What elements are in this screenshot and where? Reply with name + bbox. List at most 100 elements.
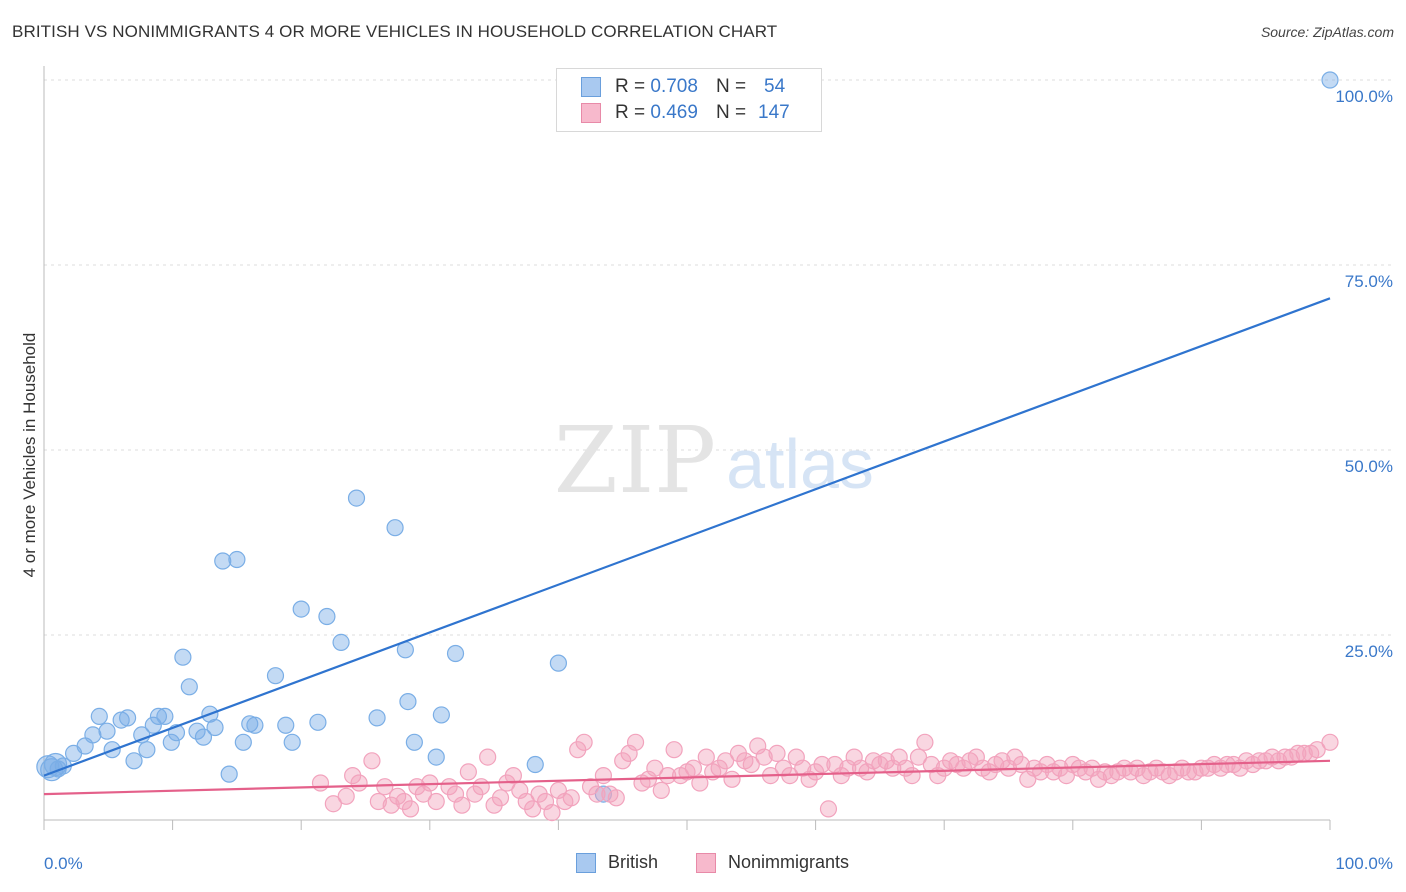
data-point-nonimmigrants [716, 752, 735, 770]
data-point-nonimmigrants [369, 792, 387, 811]
data-point-british [228, 550, 246, 569]
data-point-nonimmigrants [363, 752, 381, 770]
data-point-nonimmigrants [1250, 752, 1268, 770]
data-point-nonimmigrants [588, 785, 606, 803]
data-point-nonimmigrants [459, 763, 477, 781]
data-point-british [90, 707, 108, 726]
bottom-legend-label-british: British [608, 852, 659, 872]
chart-title: BRITISH VS NONIMMIGRANTS 4 OR MORE VEHIC… [12, 22, 778, 41]
data-point-british [405, 733, 423, 751]
watermark-atlas: atlas [726, 425, 874, 503]
legend-r-value: 0.469 [650, 102, 698, 123]
data-point-nonimmigrants [1321, 733, 1339, 751]
data-point-british [194, 728, 213, 746]
legend-swatch-nonimmigrants [581, 103, 601, 123]
chart-source: Source: ZipAtlas.com [1260, 24, 1394, 40]
bottom-legend-nonimmigrants: Nonimmigrants [696, 852, 849, 873]
data-point-nonimmigrants [742, 755, 760, 774]
data-point-nonimmigrants [575, 733, 593, 751]
trend-line-british [43, 297, 1331, 777]
data-point-nonimmigrants [337, 787, 355, 805]
legend-n-value: 54 [764, 76, 786, 97]
data-point-british [446, 644, 465, 663]
data-point-nonimmigrants [401, 800, 420, 818]
data-point-nonimmigrants [504, 766, 522, 785]
bottom-legend-swatch-nonimmigrants [696, 852, 716, 873]
x-tick-label: 0.0% [44, 854, 83, 873]
data-point-british [180, 678, 198, 696]
series-british [36, 71, 1339, 803]
trend-line-nonimmigrants [43, 759, 1331, 796]
data-point-british [347, 489, 366, 507]
bottom-legend-swatch-british [576, 852, 596, 873]
data-point-british [283, 733, 301, 751]
x-tick-label: 100.0% [1335, 854, 1393, 873]
y-axis-label: 4 or more Vehicles in Household [20, 333, 39, 578]
tick-labels: 25.0% 50.0% 75.0% 100.0% 0.0% 100.0% [44, 87, 1393, 873]
data-point-nonimmigrants [311, 774, 330, 792]
data-point-british [432, 706, 450, 724]
data-point-nonimmigrants [691, 774, 709, 792]
legend-n-label: N = [715, 76, 747, 97]
data-point-british [266, 667, 285, 685]
data-point-nonimmigrants [472, 778, 490, 796]
legend-n-value: 147 [758, 102, 790, 123]
y-tick-label: 75.0% [1345, 272, 1393, 291]
legend-r-value: 0.708 [650, 76, 698, 97]
y-tick-label: 25.0% [1345, 642, 1393, 661]
data-point-british [318, 607, 336, 626]
data-point-british [277, 716, 295, 734]
data-point-nonimmigrants [665, 741, 683, 759]
data-point-nonimmigrants [646, 759, 664, 777]
data-point-nonimmigrants [524, 800, 542, 818]
data-point-british [118, 709, 137, 727]
legend-swatch-british [581, 77, 601, 97]
data-point-british [156, 707, 174, 726]
data-point-nonimmigrants [723, 770, 741, 788]
data-point-nonimmigrants [350, 774, 368, 792]
data-point-nonimmigrants [479, 748, 497, 766]
data-point-nonimmigrants [453, 796, 471, 814]
data-point-british [386, 519, 404, 537]
data-point-nonimmigrants [626, 733, 645, 751]
data-point-british [174, 648, 192, 666]
data-point-british [332, 633, 350, 652]
data-point-nonimmigrants [755, 748, 773, 766]
data-point-nonimmigrants [607, 789, 625, 807]
data-point-british [309, 713, 327, 731]
axes [43, 66, 1331, 830]
data-point-british [84, 726, 102, 744]
data-point-british [526, 755, 544, 774]
legend-n-label: N = [715, 102, 747, 123]
data-point-british [427, 748, 445, 766]
data-point-british [125, 752, 143, 770]
data-point-british [220, 765, 238, 783]
gridlines [44, 79, 1394, 636]
legend-row-nonimmigrants: R = 0.469 N = 147 [581, 101, 790, 125]
legend-r-label: R = [615, 76, 646, 97]
bottom-legend-british: British [576, 852, 658, 873]
data-point-nonimmigrants [684, 759, 703, 777]
data-point-british [399, 692, 417, 711]
y-tick-label: 100.0% [1335, 87, 1393, 106]
data-point-nonimmigrants [324, 795, 342, 813]
data-point-nonimmigrants [909, 748, 928, 766]
data-point-nonimmigrants [652, 781, 670, 800]
data-point-nonimmigrants [697, 748, 715, 766]
y-tick-label: 50.0% [1345, 457, 1393, 476]
data-point-nonimmigrants [813, 755, 831, 774]
series-nonimmigrants [311, 733, 1339, 822]
data-point-nonimmigrants [916, 733, 934, 751]
data-point-nonimmigrants [768, 744, 786, 763]
data-point-nonimmigrants [427, 792, 445, 811]
data-point-british [1321, 71, 1339, 89]
data-point-nonimmigrants [376, 778, 394, 796]
data-point-nonimmigrants [543, 803, 561, 822]
watermark-zip: ZIP [554, 407, 716, 514]
legend-r-label: R = [615, 102, 646, 123]
data-point-british [138, 741, 156, 759]
data-point-british [549, 654, 568, 672]
data-point-nonimmigrants [491, 789, 510, 807]
data-point-nonimmigrants [903, 766, 921, 785]
